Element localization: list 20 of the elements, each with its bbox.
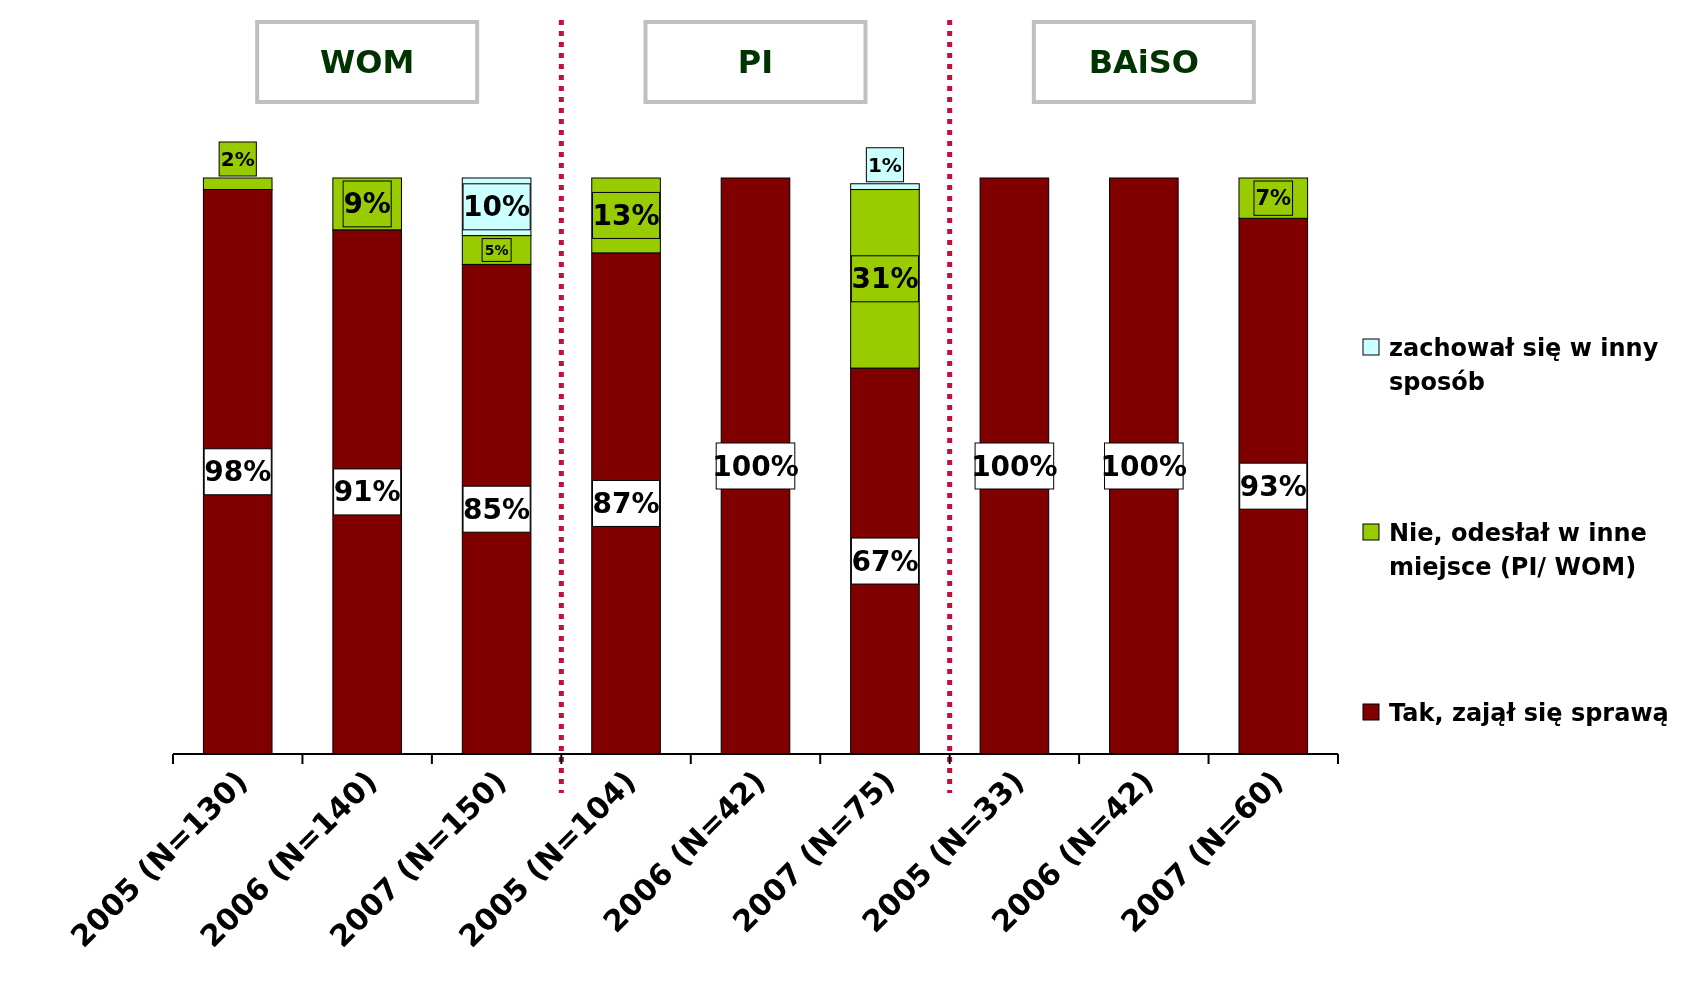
text: WOM — [319, 43, 415, 81]
legend-label: zachował się w inny sposób — [1389, 334, 1659, 396]
data-label: 9% — [343, 187, 391, 221]
data-label: 10% — [463, 190, 531, 224]
data-label: 98% — [204, 455, 272, 489]
data-label: 67% — [851, 544, 919, 578]
data-label: 2% — [220, 147, 255, 171]
data-label: 5% — [484, 242, 509, 258]
data-label: 1% — [867, 152, 902, 177]
data-label: 31% — [851, 262, 919, 296]
legend-label: Tak, zajął się sprawą — [1389, 699, 1669, 727]
text: BAiSO — [1088, 43, 1200, 81]
data-label: 91% — [333, 475, 401, 509]
data-label: 93% — [1239, 469, 1307, 503]
data-label: 87% — [592, 486, 660, 520]
legend-label: Nie, odesłał w inne miejsce (PI/ WOM) — [1389, 519, 1647, 581]
data-label: 85% — [463, 492, 531, 526]
data-label: 13% — [592, 198, 660, 232]
text: PI — [737, 43, 774, 81]
data-label: 7% — [1255, 186, 1292, 211]
